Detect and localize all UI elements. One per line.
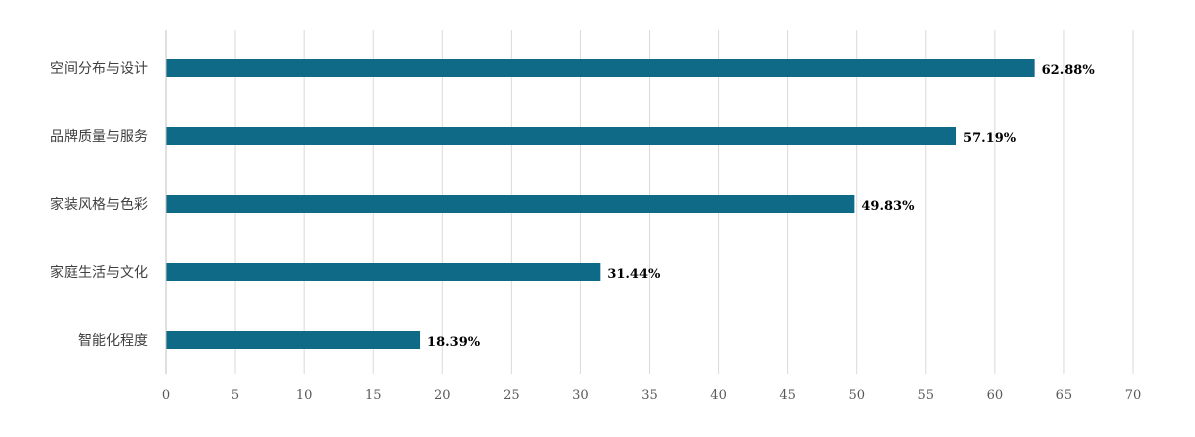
category-label: 家庭生活与文化 (50, 264, 148, 281)
x-tick-label: 5 (231, 388, 239, 403)
bars: 62.88% 57.19% 49.83% 31.44% 18.39% (166, 59, 1095, 350)
bar (166, 195, 855, 213)
data-label: 49.83% (861, 199, 915, 214)
category-label: 空间分布与设计 (50, 61, 148, 77)
category-label: 智能化程度 (78, 333, 148, 349)
data-label: 62.88% (1042, 63, 1096, 78)
x-tick-label: 40 (710, 388, 727, 403)
x-tick-label: 55 (918, 388, 935, 403)
x-tick-label: 60 (987, 388, 1004, 403)
x-tick-label: 20 (434, 388, 451, 403)
data-label: 18.39% (427, 335, 481, 350)
x-tick-label: 65 (1056, 388, 1073, 403)
x-axis-tick-labels: 0 5 10 15 20 25 30 35 40 45 50 55 60 65 70 (162, 388, 1141, 403)
data-label: 31.44% (607, 267, 661, 282)
category-label: 家装风格与色彩 (50, 196, 148, 213)
x-tick-label: 30 (572, 388, 589, 403)
x-tick-label: 35 (641, 388, 658, 403)
x-tick-label: 25 (503, 388, 520, 403)
data-label: 57.19% (963, 131, 1017, 146)
bar (166, 59, 1035, 77)
bar (166, 127, 957, 145)
x-tick-label: 45 (779, 388, 796, 403)
category-label: 品牌质量与服务 (50, 128, 148, 145)
x-tick-label: 70 (1125, 388, 1142, 403)
x-tick-label: 15 (365, 388, 382, 403)
x-tick-label: 50 (848, 388, 865, 403)
bar (166, 263, 601, 281)
bar (166, 331, 421, 349)
x-tick-label: 0 (162, 388, 170, 403)
x-tick-label: 10 (296, 388, 313, 403)
